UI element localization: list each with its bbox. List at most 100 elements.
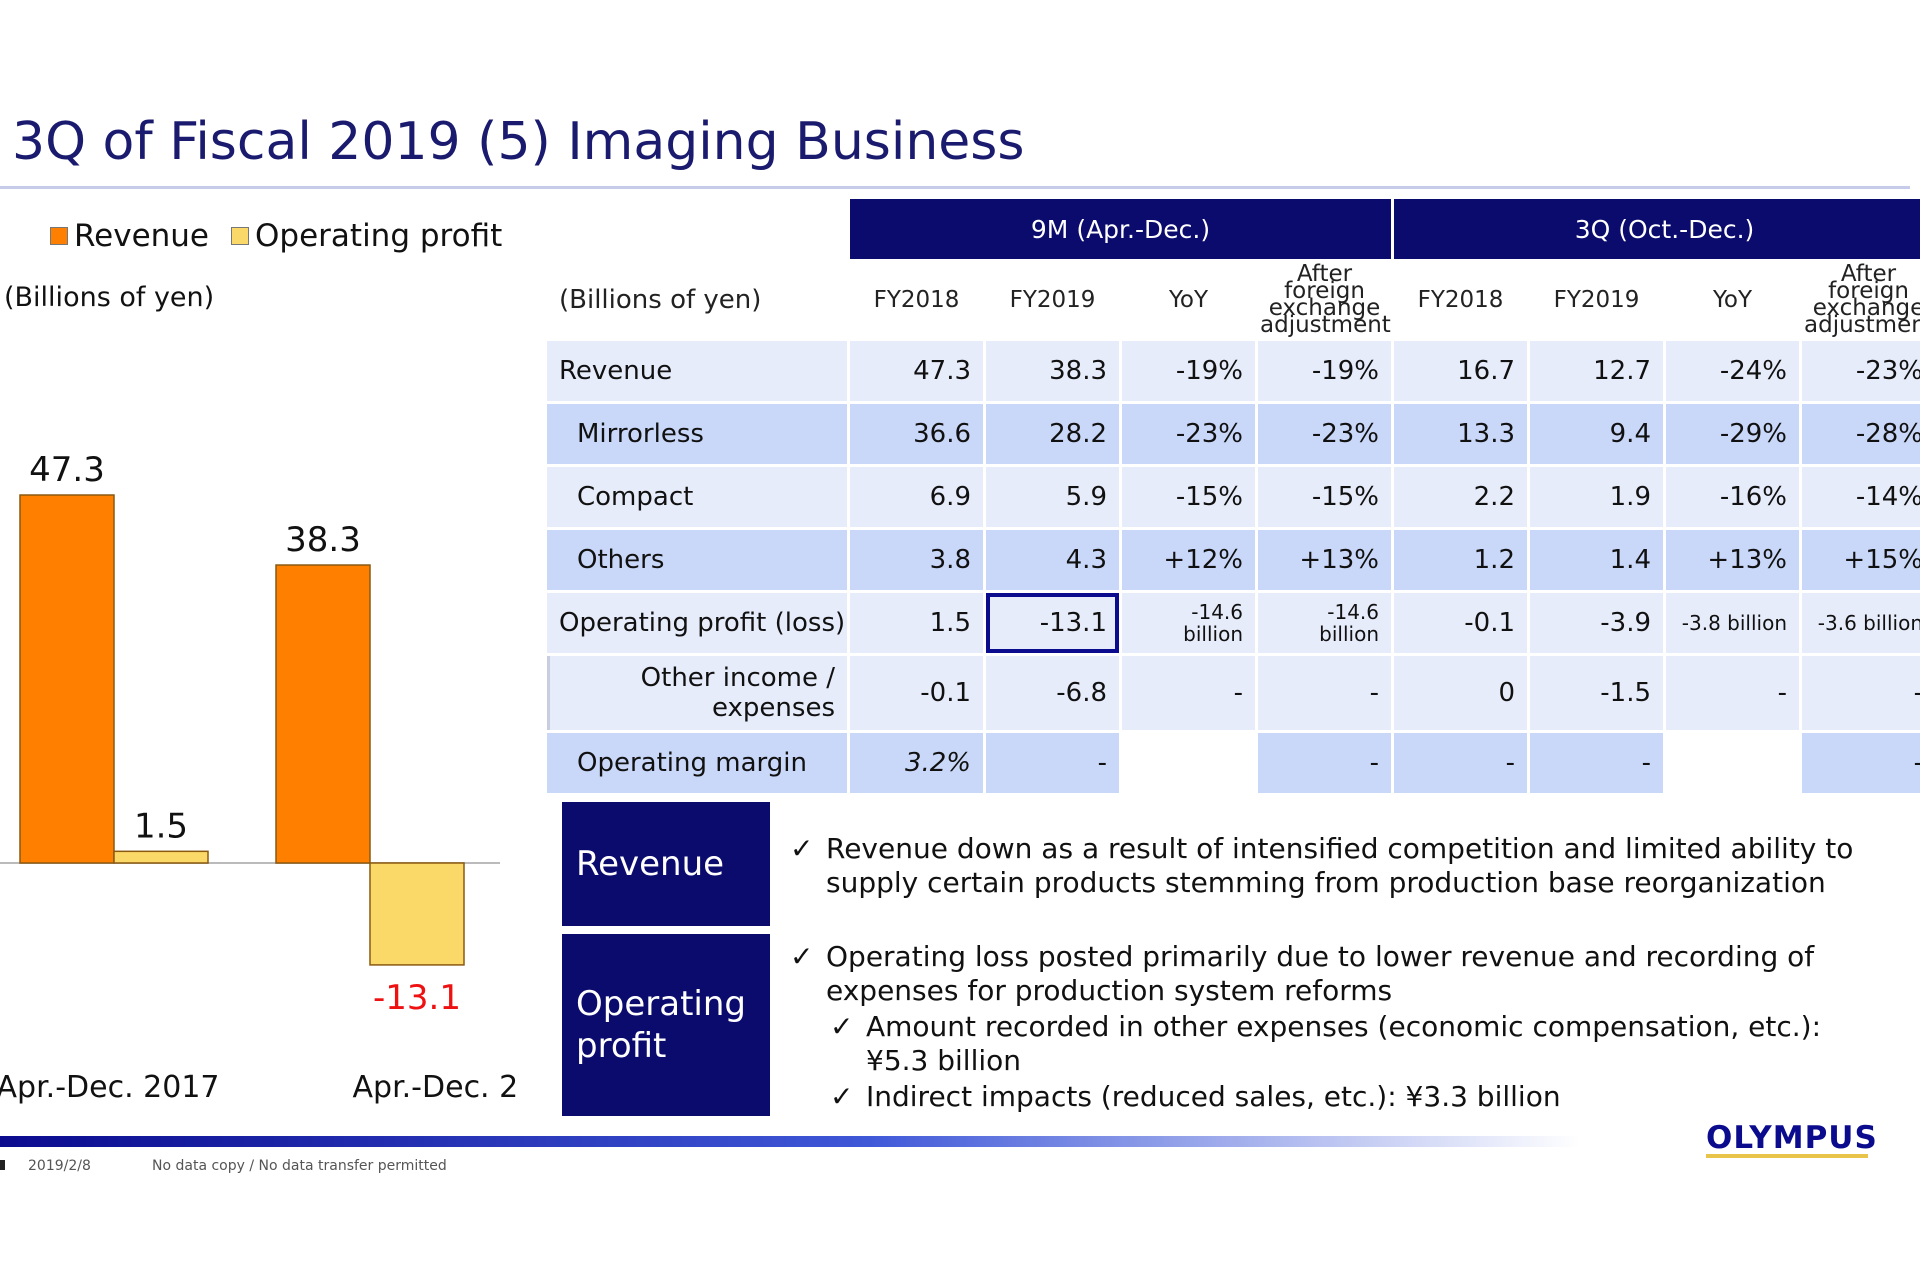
title-divider [0, 186, 1910, 189]
category-label: Apr.-Dec. 2018 [353, 1070, 520, 1105]
table-cell: -16% [1666, 467, 1799, 527]
col-header: FY2019 [1553, 287, 1640, 313]
table-unit-label: (Billions of yen) [559, 285, 762, 315]
data-label: 1.5 [134, 806, 188, 846]
table-cell: +13% [1666, 530, 1799, 590]
col-header: YoY [1712, 287, 1753, 313]
bar-revenue-1 [275, 564, 371, 864]
table-cell: +15% [1802, 530, 1920, 590]
logo-underline [1706, 1154, 1868, 1158]
data-label: 47.3 [29, 450, 105, 490]
revenue-note-text: Revenue down as a result of intensified … [826, 832, 1854, 899]
table-cell: 0 [1394, 656, 1527, 730]
table-cell: +12% [1122, 530, 1255, 590]
legend-item-revenue: Revenue [50, 218, 209, 254]
bar-operating-profit-1 [369, 862, 465, 966]
legend-label-revenue: Revenue [74, 218, 210, 254]
row-label: Other income / expenses [547, 656, 847, 730]
table-cell: 47.3 [850, 341, 983, 401]
table-cell: - [986, 733, 1119, 793]
table-row-mirrorless: Mirrorless 36.6 28.2 -23% -23% 13.3 9.4 … [547, 404, 1920, 464]
row-label: Operating margin [547, 733, 847, 793]
table-cell: 9.4 [1530, 404, 1663, 464]
table-cell: - [1122, 656, 1255, 730]
table-cell: - [1666, 656, 1799, 730]
table-cell: - [1530, 733, 1663, 793]
table-cell: -3.8 billion [1666, 593, 1799, 653]
table-cell: -0.1 [850, 656, 983, 730]
row-label: Operating profit (loss) [547, 593, 847, 653]
table-cell: -28% [1802, 404, 1920, 464]
table-cell: -15% [1122, 467, 1255, 527]
footer-gradient-bar [0, 1136, 1580, 1147]
col-header: YoY [1168, 287, 1209, 313]
profit-subnote-2: ✓ Indirect impacts (reduced sales, etc.):… [830, 1080, 1900, 1114]
table-group-3q: 3Q (Oct.-Dec.) [1394, 199, 1920, 259]
table-group-9m: 9M (Apr.-Dec.) [850, 199, 1391, 259]
table-cell: - [1258, 733, 1391, 793]
footer-date: 2019/2/8 [28, 1158, 91, 1174]
profit-subnote-1: ✓ Amount recorded in other expenses (econ… [830, 1010, 1900, 1078]
table-cell: 2.2 [1394, 467, 1527, 527]
row-label: Revenue [547, 341, 847, 401]
col-header: FY2018 [1417, 287, 1504, 313]
data-label: -13.1 [373, 978, 461, 1018]
table-cell: 6.9 [850, 467, 983, 527]
olympus-logo: OLYMPUS [1706, 1120, 1878, 1156]
table-cell: -3.6 billion [1802, 593, 1920, 653]
table-cell: -23% [1802, 341, 1920, 401]
table-cell: 12.7 [1530, 341, 1663, 401]
table-cell: -19% [1122, 341, 1255, 401]
table-cell: -14.6 billion [1258, 593, 1391, 653]
table-row-others: Others 3.8 4.3 +12% +13% 1.2 1.4 +13% +1… [547, 530, 1920, 590]
table-column-header: (Billions of yen) FY2018 FY2019 YoY Afte… [547, 262, 1920, 338]
table-row-operating-profit: Operating profit (loss) 1.5 -13.1 -14.6 … [547, 593, 1920, 653]
table-cell: 38.3 [986, 341, 1119, 401]
legend-swatch-revenue [50, 227, 68, 245]
profit-subnote-2-text: Indirect impacts (reduced sales, etc.): … [866, 1080, 1561, 1113]
footer-notice: No data copy / No data transfer permitte… [152, 1158, 447, 1174]
table-cell: -3.9 [1530, 593, 1663, 653]
table-cell: -14% [1802, 467, 1920, 527]
bar-chart: 47.3 1.5 Apr.-Dec. 2017 38.3 -13.1 Apr.-Dec. … [0, 450, 520, 1105]
row-label: Others [547, 530, 847, 590]
table-cell: -6.8 [986, 656, 1119, 730]
table-cell [1122, 733, 1255, 793]
table-cell: 1.5 [850, 593, 983, 653]
table-group-blank [547, 199, 847, 259]
table-row-compact: Compact 6.9 5.9 -15% -15% 2.2 1.9 -16% -… [547, 467, 1920, 527]
row-label: Compact [547, 467, 847, 527]
legend-swatch-operating-profit [231, 227, 250, 245]
table-cell: 3.8 [850, 530, 983, 590]
table-cell: 4.3 [986, 530, 1119, 590]
profit-note-label: Operating profit [562, 934, 770, 1116]
table-cell: 3.2% [850, 733, 983, 793]
table-cell: 5.9 [986, 467, 1119, 527]
table-cell: -29% [1666, 404, 1799, 464]
check-icon: ✓ [830, 1080, 854, 1113]
table-cell: 1.9 [1530, 467, 1663, 527]
bar-operating-profit-0 [113, 850, 209, 864]
table-cell: 13.3 [1394, 404, 1527, 464]
col-header: After foreign exchange adjustment [1804, 261, 1920, 338]
table-cell: -0.1 [1394, 593, 1527, 653]
table-cell: -19% [1258, 341, 1391, 401]
row-label: Mirrorless [547, 404, 847, 464]
footer-page-marker [0, 1160, 5, 1170]
table-cell: - [1394, 733, 1527, 793]
table-cell: 28.2 [986, 404, 1119, 464]
table-cell: 1.4 [1530, 530, 1663, 590]
table-cell: - [1802, 656, 1920, 730]
data-label: 38.3 [285, 520, 361, 560]
table-cell: - [1258, 656, 1391, 730]
table-cell: 16.7 [1394, 341, 1527, 401]
bar-revenue-0 [19, 494, 115, 864]
col-header: FY2019 [1009, 287, 1096, 313]
check-icon: ✓ [790, 832, 814, 865]
chart-unit-label: (Billions of yen) [4, 282, 215, 313]
category-label: Apr.-Dec. 2017 [0, 1070, 219, 1105]
results-table: 9M (Apr.-Dec.) 3Q (Oct.-Dec.) (Billions … [544, 196, 1920, 796]
table-group-header: 9M (Apr.-Dec.) 3Q (Oct.-Dec.) [547, 199, 1920, 259]
table-cell: - [1802, 733, 1920, 793]
legend-item-operating-profit: Operating profit [231, 218, 502, 254]
